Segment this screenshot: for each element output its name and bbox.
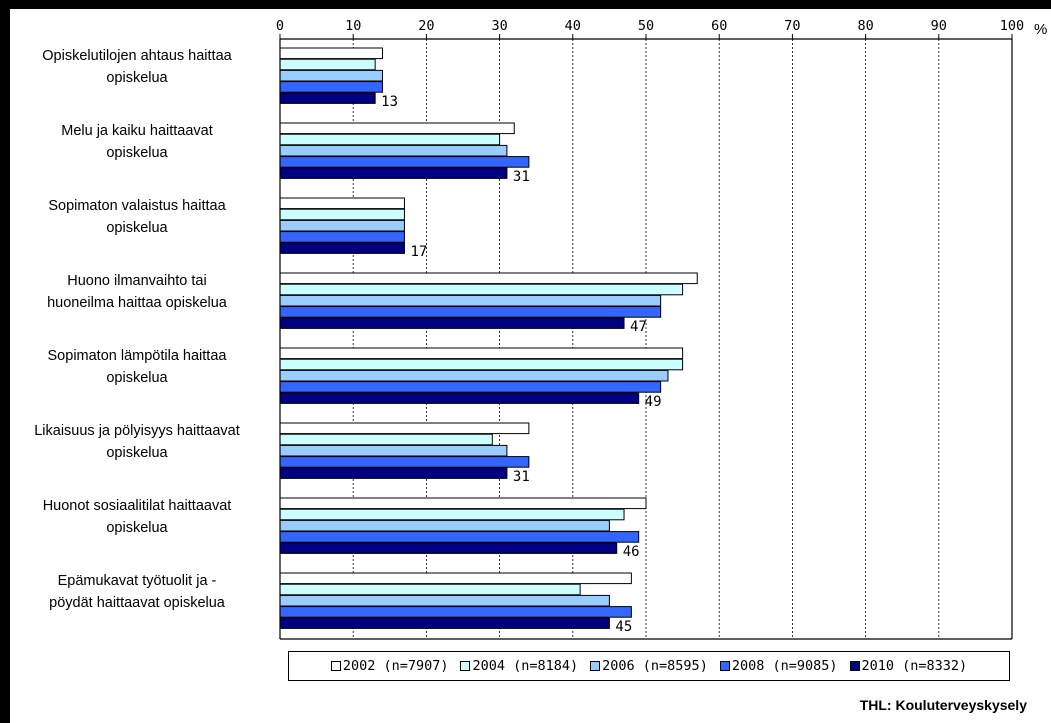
bar bbox=[279, 133, 501, 146]
legend-label: 2006 (n=8595) bbox=[602, 658, 708, 674]
legend-swatch bbox=[460, 661, 471, 671]
bar bbox=[279, 497, 647, 510]
bar bbox=[279, 219, 405, 232]
bar bbox=[279, 317, 625, 329]
bar bbox=[279, 531, 640, 543]
bar bbox=[279, 433, 493, 446]
bar bbox=[279, 306, 662, 318]
bar bbox=[279, 369, 669, 382]
bar bbox=[279, 81, 383, 93]
bar bbox=[279, 508, 625, 521]
category-label: Huono ilmanvaihto tai huoneilma haittaa o… bbox=[47, 273, 227, 311]
legend: 2002 (n=7907) 2004 (n=8184) 2006 (n=8595) 2… bbox=[288, 651, 1010, 681]
x-tick-label: 30 bbox=[491, 18, 507, 34]
bar bbox=[279, 444, 508, 457]
data-label: 45 bbox=[615, 619, 632, 635]
legend-swatch bbox=[719, 661, 730, 671]
category-label: Epämukavat työtuolit ja - pöydät haittaav… bbox=[49, 573, 225, 611]
legend-swatch bbox=[849, 661, 860, 671]
data-label: 46 bbox=[623, 544, 640, 560]
legend-item: 2006 (n=8595) bbox=[590, 658, 708, 674]
category-label: Melu ja kaiku haittaavat opiskelua bbox=[61, 123, 213, 161]
bar bbox=[279, 167, 508, 179]
bar bbox=[279, 208, 405, 221]
legend-label: 2010 (n=8332) bbox=[861, 658, 968, 674]
x-tick-label: 40 bbox=[565, 18, 581, 34]
x-tick-label: 90 bbox=[931, 18, 947, 34]
legend-label: 2002 (n=7907) bbox=[342, 658, 449, 674]
data-label: 49 bbox=[645, 394, 662, 410]
data-label: 47 bbox=[630, 319, 647, 335]
legend-item: 2004 (n=8184) bbox=[460, 658, 578, 674]
x-tick-label: 100 bbox=[1000, 18, 1024, 34]
legend-item: 2008 (n=9085) bbox=[719, 658, 838, 674]
legend-label: 2008 (n=9085) bbox=[731, 658, 838, 674]
bar bbox=[279, 422, 530, 435]
category-label: Opiskelutilojen ahtaus haittaa opiskelua bbox=[42, 48, 232, 86]
bar bbox=[279, 69, 383, 82]
bar bbox=[279, 197, 405, 210]
x-unit-label: % bbox=[1034, 21, 1047, 38]
bar bbox=[279, 594, 610, 607]
bar bbox=[279, 242, 405, 254]
x-tick-label: 0 bbox=[276, 18, 284, 34]
legend-label: 2004 (n=8184) bbox=[472, 658, 579, 674]
bar bbox=[279, 283, 684, 296]
data-label: 13 bbox=[381, 94, 398, 110]
bar bbox=[279, 617, 610, 629]
bar bbox=[279, 294, 662, 307]
bar bbox=[279, 58, 376, 71]
x-tick-label: 50 bbox=[638, 18, 654, 34]
legend-item: 2002 (n=7907) bbox=[330, 658, 449, 674]
x-tick-label: 80 bbox=[857, 18, 873, 34]
bar bbox=[279, 392, 640, 404]
data-label: 31 bbox=[513, 169, 530, 185]
bar bbox=[279, 542, 618, 554]
legend-item: 2010 (n=8332) bbox=[849, 658, 968, 674]
source-note: THL: Kouluterveyskysely bbox=[859, 697, 1027, 713]
data-label: 17 bbox=[410, 244, 427, 260]
data-label: 31 bbox=[513, 469, 530, 485]
bar bbox=[279, 231, 405, 243]
category-label: Sopimaton valaistus haittaa opiskelua bbox=[48, 198, 226, 236]
bar bbox=[279, 519, 610, 532]
category-label: Likaisuus ja pölyisyys haittaavat opiskel… bbox=[34, 423, 240, 461]
bar bbox=[279, 606, 632, 618]
bar bbox=[279, 122, 515, 135]
x-tick-label: 20 bbox=[418, 18, 434, 34]
x-tick-label: 70 bbox=[784, 18, 800, 34]
bar bbox=[279, 156, 530, 168]
bar bbox=[279, 347, 684, 360]
bar bbox=[279, 272, 698, 285]
legend-swatch bbox=[330, 661, 341, 671]
x-tick-label: 10 bbox=[345, 18, 361, 34]
bar bbox=[279, 47, 383, 60]
bar bbox=[279, 583, 581, 596]
bar bbox=[279, 381, 662, 393]
bar bbox=[279, 467, 508, 479]
bar bbox=[279, 572, 632, 585]
category-label: Huonot sosiaalitilat haittaavat opiskelua bbox=[42, 498, 232, 536]
bar bbox=[279, 144, 508, 157]
bar bbox=[279, 456, 530, 468]
bar bbox=[279, 358, 684, 371]
x-tick-label: 60 bbox=[711, 18, 727, 34]
legend-swatch bbox=[590, 661, 601, 671]
category-label: Sopimaton lämpötila haittaa opiskelua bbox=[47, 348, 227, 386]
bar bbox=[279, 92, 376, 104]
